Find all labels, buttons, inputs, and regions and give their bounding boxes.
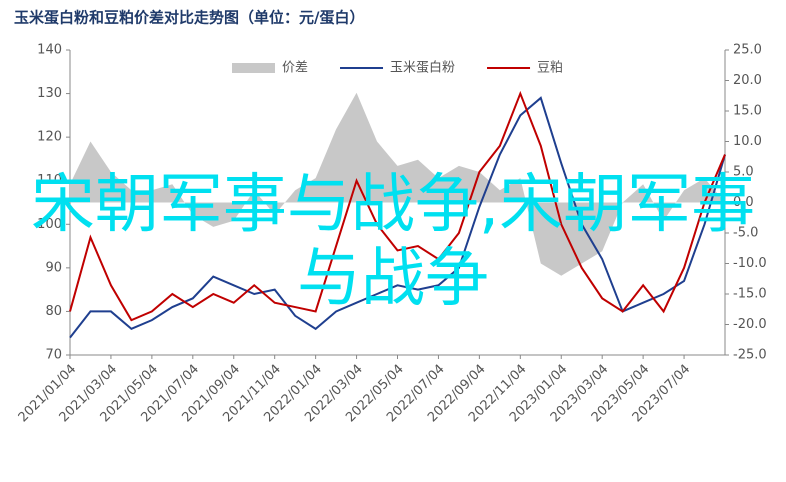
legend-swatch (232, 63, 275, 73)
series-line (69, 96, 726, 339)
y2-tick-label: -20.0 (733, 317, 767, 332)
y-tick-label: 80 (45, 304, 62, 319)
legend-label: 价差 (282, 61, 308, 76)
y2-tick-label: 25.0 (733, 43, 762, 58)
y-tick-label: 140 (37, 43, 62, 58)
chart-title: 玉米蛋白粉和豆粕价差对比走势图（单位：元/蛋白） (14, 9, 364, 27)
series-line (69, 90, 726, 322)
y2-tick-label: 10.0 (733, 134, 762, 149)
y2-tick-label: 20.0 (733, 73, 762, 88)
y2-tick-label: 5.0 (733, 165, 754, 180)
y-tick-label: 70 (45, 348, 62, 363)
legend-label: 豆粕 (537, 61, 563, 76)
y-tick-label: 90 (45, 260, 62, 275)
legend-label: 玉米蛋白粉 (390, 60, 455, 76)
y2-tick-label: 15.0 (733, 104, 762, 119)
y2-tick-label: -5.0 (733, 226, 758, 241)
y-tick-label: 130 (37, 86, 62, 101)
y2-tick-label: 0.0 (733, 195, 754, 210)
y-tick-label: 120 (37, 130, 62, 145)
y2-tick-label: -15.0 (733, 287, 767, 302)
y2-tick-label: -25.0 (733, 348, 767, 363)
y-tick-label: 100 (37, 217, 62, 232)
y-tick-label: 110 (37, 173, 62, 188)
y2-tick-label: -10.0 (733, 256, 767, 271)
spread-area (70, 92, 725, 276)
